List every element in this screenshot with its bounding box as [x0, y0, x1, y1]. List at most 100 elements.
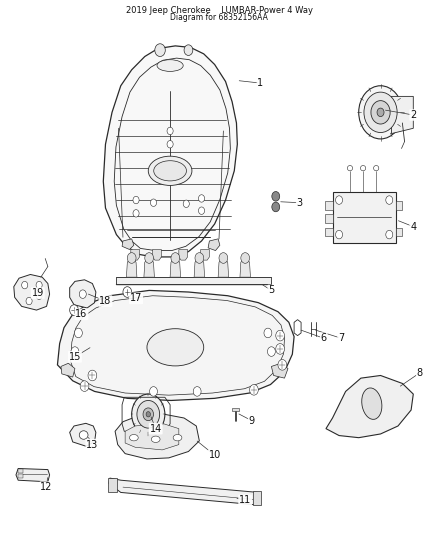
Text: 12: 12: [40, 482, 53, 492]
Circle shape: [193, 386, 201, 396]
Polygon shape: [131, 249, 140, 260]
Circle shape: [137, 400, 159, 428]
Text: 9: 9: [249, 416, 255, 426]
Polygon shape: [170, 258, 180, 277]
Text: 11: 11: [239, 495, 251, 505]
Ellipse shape: [151, 436, 160, 442]
Circle shape: [74, 328, 82, 338]
Circle shape: [264, 328, 272, 338]
Circle shape: [198, 207, 205, 214]
Circle shape: [79, 290, 86, 298]
Text: 18: 18: [99, 296, 112, 306]
Bar: [108, 478, 117, 492]
Polygon shape: [218, 258, 229, 277]
Polygon shape: [122, 239, 134, 249]
Circle shape: [167, 127, 173, 135]
Ellipse shape: [173, 434, 182, 441]
Text: 19: 19: [32, 288, 44, 298]
Circle shape: [123, 287, 132, 297]
Ellipse shape: [157, 60, 183, 71]
Circle shape: [150, 199, 156, 206]
Circle shape: [171, 253, 180, 263]
Bar: [325, 228, 332, 236]
Circle shape: [21, 281, 28, 289]
Circle shape: [386, 196, 393, 204]
Circle shape: [133, 209, 139, 217]
Polygon shape: [61, 364, 75, 377]
Circle shape: [276, 330, 285, 341]
Ellipse shape: [147, 329, 204, 366]
Polygon shape: [194, 258, 205, 277]
Circle shape: [127, 253, 136, 263]
Text: 10: 10: [208, 450, 221, 460]
Polygon shape: [144, 258, 154, 277]
Polygon shape: [115, 414, 199, 459]
Text: 16: 16: [75, 309, 88, 319]
Polygon shape: [201, 249, 209, 260]
Text: 7: 7: [338, 333, 344, 343]
Polygon shape: [294, 320, 301, 336]
Circle shape: [36, 281, 42, 289]
Circle shape: [150, 386, 157, 396]
Circle shape: [336, 230, 343, 239]
Bar: [18, 469, 23, 473]
Circle shape: [268, 347, 276, 357]
Text: 5: 5: [268, 286, 275, 295]
Text: 8: 8: [417, 368, 423, 378]
Circle shape: [276, 344, 285, 354]
Bar: [396, 228, 403, 236]
Polygon shape: [326, 375, 413, 438]
Circle shape: [219, 253, 228, 263]
Circle shape: [272, 191, 280, 201]
Polygon shape: [272, 364, 288, 378]
Polygon shape: [152, 249, 161, 260]
Text: 2019 Jeep Cherokee    LUMBAR-Power 4 Way: 2019 Jeep Cherokee LUMBAR-Power 4 Way: [126, 6, 312, 15]
Circle shape: [272, 202, 280, 212]
Polygon shape: [392, 96, 413, 134]
Polygon shape: [125, 423, 179, 450]
Text: 3: 3: [297, 198, 303, 208]
Text: 17: 17: [130, 293, 142, 303]
Circle shape: [195, 253, 204, 263]
Circle shape: [133, 196, 139, 204]
Polygon shape: [103, 46, 237, 257]
Text: Diagram for 68352156AA: Diagram for 68352156AA: [170, 13, 268, 22]
Circle shape: [36, 292, 42, 300]
Circle shape: [145, 253, 153, 263]
Circle shape: [184, 45, 193, 55]
Bar: [396, 201, 403, 209]
Circle shape: [183, 200, 189, 207]
Circle shape: [359, 86, 403, 139]
Polygon shape: [70, 423, 96, 446]
Circle shape: [198, 195, 205, 202]
Polygon shape: [240, 258, 251, 277]
Ellipse shape: [362, 388, 382, 419]
Circle shape: [155, 44, 165, 56]
Circle shape: [250, 384, 258, 395]
Circle shape: [146, 411, 150, 417]
Polygon shape: [127, 258, 137, 277]
Circle shape: [88, 370, 97, 381]
Circle shape: [364, 92, 397, 133]
Text: 6: 6: [321, 333, 327, 343]
Bar: [253, 491, 261, 505]
Bar: [117, 277, 272, 284]
Polygon shape: [179, 249, 187, 260]
Circle shape: [71, 347, 79, 357]
Bar: [325, 201, 332, 209]
Bar: [332, 192, 396, 243]
Circle shape: [80, 381, 89, 391]
Text: 2: 2: [410, 110, 417, 120]
Polygon shape: [208, 239, 220, 251]
Bar: [325, 214, 332, 223]
Text: 13: 13: [86, 440, 99, 450]
Circle shape: [167, 141, 173, 148]
Polygon shape: [16, 469, 49, 482]
Text: 15: 15: [69, 352, 81, 362]
Circle shape: [278, 360, 287, 370]
Bar: [232, 408, 239, 411]
Text: 14: 14: [149, 424, 162, 434]
Circle shape: [336, 196, 343, 204]
Circle shape: [377, 108, 384, 117]
Ellipse shape: [154, 161, 187, 181]
